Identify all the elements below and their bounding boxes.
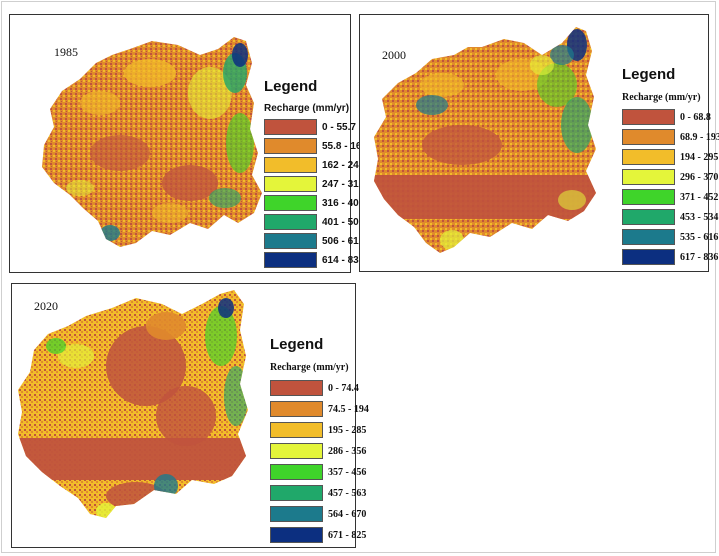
legend-item: 0 - 55.7 [264,119,356,135]
legend-swatch [270,485,323,501]
legend-title: Legend [264,78,318,95]
legend-item: 74.5 - 194 [270,401,369,417]
recharge-map-1985 [42,37,262,247]
legend-range: 296 - 370 [680,171,719,183]
legend-subtitle: Recharge (mm/yr) [264,103,350,114]
legend-item: 286 - 356 [270,443,366,459]
panel-year-label: 2000 [382,48,406,62]
legend-range: 453 - 534 [680,211,719,223]
legend-item: 671 - 825 [270,527,366,543]
legend-range: 617 - 836 [680,251,719,263]
recharge-map-2020 [18,290,248,518]
legend-item: 0 - 74.4 [270,380,359,396]
legend-range: 457 - 563 [328,487,367,499]
legend-swatch [270,401,323,417]
legend-range: 247 - 315 [322,178,365,190]
legend-swatch [622,109,675,125]
legend-range: 564 - 670 [328,508,367,520]
panel-year-label: 1985 [54,45,78,59]
legend-swatch [270,422,323,438]
legend-title: Legend [622,66,676,83]
legend-swatch [264,233,317,249]
legend-swatch [622,169,675,185]
legend-swatch [264,119,317,135]
legend-swatch [622,209,675,225]
legend-range: 535 - 616 [680,231,719,243]
legend-item: 247 - 315 [264,176,364,192]
legend-range: 162 - 246 [322,159,365,171]
legend-range: 55.8 - 161 [322,140,368,152]
legend-range: 614 - 836 [322,254,365,266]
legend-item: 371 - 452 [622,189,718,205]
legend-range: 316 - 400 [322,197,365,209]
legend-item: 617 - 836 [622,249,718,265]
legend-item: 614 - 836 [264,252,364,268]
legend-item: 55.8 - 161 [264,138,367,154]
legend-range: 371 - 452 [680,191,719,203]
map-panel-1985: 1985 Leg [9,14,367,273]
legend-item: 316 - 400 [264,195,364,211]
legend-range: 0 - 55.7 [322,121,356,133]
legend-range: 195 - 285 [328,424,367,436]
legend-item: 357 - 456 [270,464,366,480]
legend-swatch [264,252,317,268]
legend-swatch [270,527,323,543]
legend-range: 286 - 356 [328,445,367,457]
legend-swatch [264,214,317,230]
map-panel-2020: 2020 Legend Rec [11,283,369,548]
legend-swatch [270,464,323,480]
legend-item: 68.9 - 193 [622,129,719,145]
legend-range: 194 - 295 [680,151,719,163]
legend-swatch [270,380,323,396]
legend-swatch [622,149,675,165]
legend-item: 296 - 370 [622,169,718,185]
legend-range: 0 - 68.8 [680,111,711,123]
legend-swatch [264,157,317,173]
panel-year-label: 2020 [34,299,58,313]
legend-title: Legend [270,336,324,353]
legend-item: 0 - 68.8 [622,109,711,125]
legend-item: 162 - 246 [264,157,364,173]
legend-swatch [622,129,675,145]
legend-item: 195 - 285 [270,422,366,438]
legend-range: 506 - 613 [322,235,365,247]
legend-item: 535 - 616 [622,229,718,245]
legend-swatch [270,443,323,459]
recharge-map-2000 [374,27,596,253]
legend-range: 357 - 456 [328,466,367,478]
legend-range: 0 - 74.4 [328,382,359,394]
map-panel-2000: 2000 Legend Rec [359,14,719,272]
legend-swatch [622,189,675,205]
legend-swatch [622,249,675,265]
legend-subtitle: Recharge (mm/yr) [270,362,349,373]
legend-item: 457 - 563 [270,485,366,501]
legend-item: 564 - 670 [270,506,366,522]
legend-range: 68.9 - 193 [680,131,719,143]
legend-item: 453 - 534 [622,209,718,225]
legend-swatch [264,176,317,192]
legend-item: 194 - 295 [622,149,718,165]
legend-item: 401 - 505 [264,214,364,230]
legend-swatch [264,195,317,211]
legend-range: 401 - 505 [322,216,365,228]
legend-swatch [622,229,675,245]
legend-range: 671 - 825 [328,529,367,541]
legend-range: 74.5 - 194 [328,403,369,415]
legend-swatch [264,138,317,154]
legend-subtitle: Recharge (mm/yr) [622,92,701,103]
legend-item: 506 - 613 [264,233,364,249]
legend-swatch [270,506,323,522]
